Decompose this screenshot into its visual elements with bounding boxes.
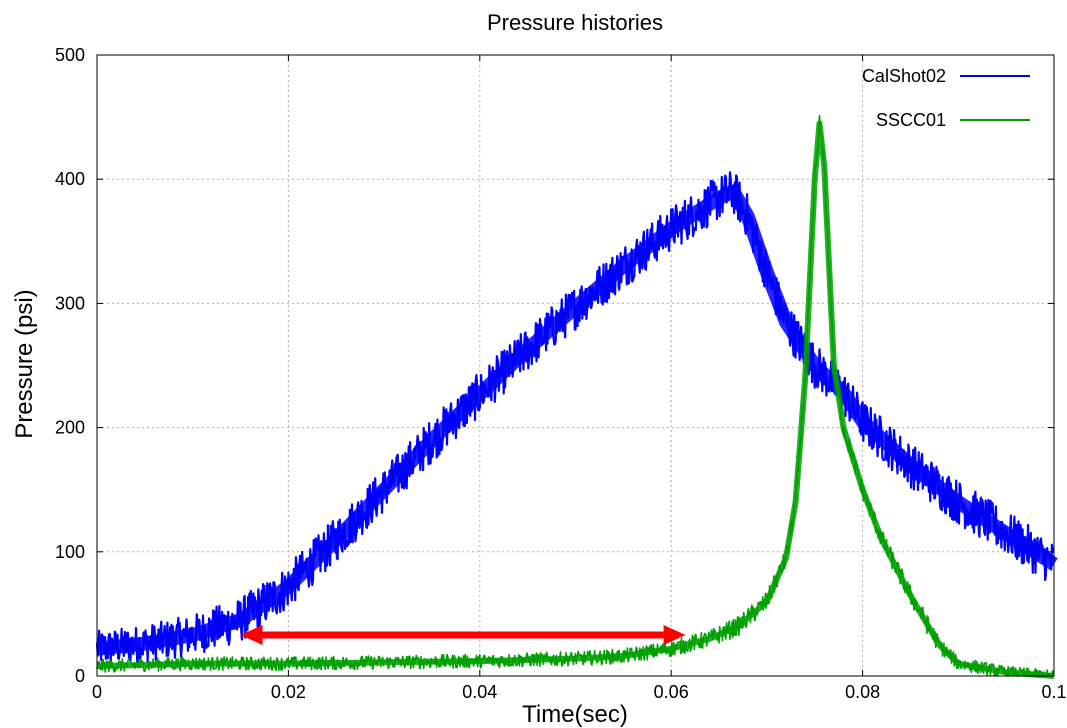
grid-lines	[97, 55, 1054, 676]
plot-frame	[96, 54, 1055, 677]
chart-title: Pressure histories	[487, 10, 663, 35]
x-tick-label: 0.02	[271, 682, 306, 702]
x-tick-label: 0.08	[845, 682, 880, 702]
arrow-head-left	[240, 625, 263, 646]
x-tick-label: 0.06	[654, 682, 689, 702]
tick-labels: 0 0.02 0.04 0.06 0.08 0.1 0 100 200 300 400 500	[55, 45, 1067, 702]
y-tick-label: 0	[75, 666, 85, 686]
y-axis-title: Pressure (psi)	[11, 289, 38, 438]
series-band-SSCC01	[96, 120, 1055, 679]
arrow-head-right	[663, 625, 686, 646]
x-axis-title: Time(sec)	[522, 701, 628, 728]
legend-label-CalShot02: CalShot02	[862, 66, 946, 86]
y-tick-label: 400	[55, 169, 85, 189]
x-tick-label: 0.04	[462, 682, 497, 702]
series-layer	[95, 114, 1058, 679]
series-band-CalShot02	[96, 184, 1058, 656]
x-tick-label: 0	[92, 682, 102, 702]
legend: CalShot02 SSCC01	[862, 66, 1030, 130]
annotation-layer	[240, 625, 686, 646]
y-tick-label: 500	[55, 45, 85, 65]
legend-label-SSCC01: SSCC01	[876, 110, 946, 130]
y-tick-label: 300	[55, 293, 85, 313]
y-tick-label: 100	[55, 542, 85, 562]
y-tick-label: 200	[55, 418, 85, 438]
x-tick-label: 0.1	[1041, 682, 1066, 702]
